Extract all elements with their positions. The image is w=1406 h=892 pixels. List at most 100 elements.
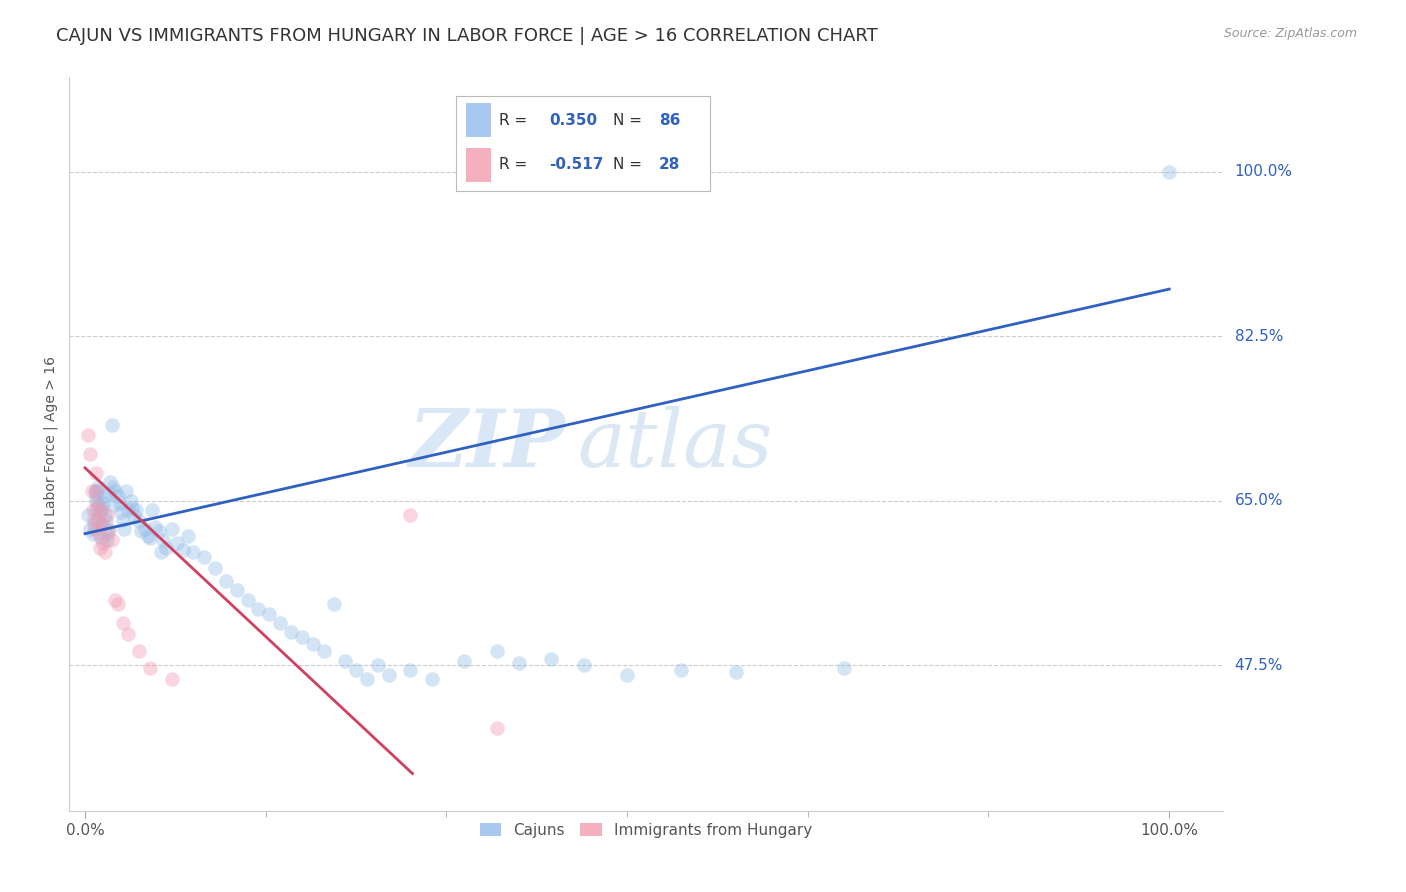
Point	[87, 526, 110, 541]
Point	[128, 644, 150, 658]
Point	[84, 489, 107, 503]
Point	[120, 493, 142, 508]
Point	[139, 661, 162, 675]
Point	[112, 522, 135, 536]
Point	[616, 667, 638, 681]
Point	[97, 524, 120, 538]
Point	[117, 503, 139, 517]
Point	[77, 508, 100, 522]
Point	[83, 517, 105, 532]
Point	[94, 515, 117, 529]
Point	[82, 526, 104, 541]
Point	[193, 550, 215, 565]
Point	[540, 652, 562, 666]
Point	[79, 522, 101, 536]
Point	[724, 665, 747, 679]
Point	[269, 615, 291, 630]
Point	[204, 561, 226, 575]
Point	[103, 480, 125, 494]
Point	[160, 522, 183, 536]
Point	[485, 644, 508, 658]
Point	[301, 637, 323, 651]
Point	[420, 673, 443, 687]
Point	[89, 541, 111, 555]
Point	[110, 505, 132, 519]
Point	[377, 667, 399, 681]
Point	[121, 501, 143, 516]
Point	[87, 512, 110, 526]
Text: Source: ZipAtlas.com: Source: ZipAtlas.com	[1223, 27, 1357, 40]
Text: atlas: atlas	[576, 406, 772, 483]
Point	[101, 533, 124, 548]
Point	[152, 533, 174, 548]
Point	[323, 597, 346, 611]
Point	[89, 505, 111, 519]
Point	[172, 542, 194, 557]
Point	[215, 574, 238, 588]
Point	[572, 658, 595, 673]
Point	[344, 663, 367, 677]
Point	[367, 658, 389, 673]
Point	[82, 503, 104, 517]
Point	[107, 597, 129, 611]
Text: 100.0%: 100.0%	[1234, 164, 1292, 179]
Point	[101, 418, 124, 433]
Text: ZIP: ZIP	[408, 406, 565, 483]
Point	[131, 524, 153, 538]
Point	[671, 663, 693, 677]
Point	[149, 545, 172, 559]
Point	[247, 602, 270, 616]
Point	[236, 592, 259, 607]
Point	[122, 508, 145, 522]
Text: 65.0%: 65.0%	[1234, 493, 1284, 508]
Point	[93, 495, 115, 509]
Point	[145, 520, 167, 534]
Point	[104, 592, 127, 607]
Point	[312, 644, 335, 658]
Point	[356, 673, 378, 687]
Point	[508, 656, 530, 670]
Point	[139, 532, 162, 546]
Point	[83, 512, 105, 526]
Y-axis label: In Labor Force | Age > 16: In Labor Force | Age > 16	[44, 356, 58, 533]
Point	[259, 607, 281, 621]
Point	[86, 499, 108, 513]
Point	[177, 529, 200, 543]
Point	[87, 499, 110, 513]
Point	[485, 722, 508, 736]
Point	[280, 625, 302, 640]
Point	[98, 475, 121, 489]
Point	[399, 508, 422, 522]
Point	[77, 428, 100, 442]
Point	[97, 522, 120, 536]
Point	[148, 524, 170, 538]
Text: CAJUN VS IMMIGRANTS FROM HUNGARY IN LABOR FORCE | AGE > 16 CORRELATION CHART: CAJUN VS IMMIGRANTS FROM HUNGARY IN LABO…	[56, 27, 877, 45]
Point	[83, 522, 105, 536]
Point	[134, 522, 156, 536]
Point	[128, 515, 150, 529]
Point	[117, 627, 139, 641]
Point	[1159, 164, 1181, 178]
Point	[91, 501, 114, 516]
Point	[90, 532, 112, 546]
Point	[93, 536, 115, 550]
Point	[399, 663, 422, 677]
Point	[225, 583, 247, 598]
Point	[155, 541, 177, 555]
Point	[166, 536, 188, 550]
Point	[87, 512, 110, 526]
Point	[136, 529, 159, 543]
Legend: Cajuns, Immigrants from Hungary: Cajuns, Immigrants from Hungary	[474, 817, 818, 844]
Point	[453, 654, 475, 668]
Point	[93, 489, 115, 503]
Point	[183, 545, 205, 559]
Point	[96, 508, 118, 522]
Point	[115, 484, 138, 499]
Point	[90, 503, 112, 517]
Point	[335, 654, 357, 668]
Point	[80, 484, 103, 499]
Point	[84, 466, 107, 480]
Point	[96, 533, 118, 548]
Point	[93, 508, 115, 522]
Point	[84, 484, 107, 499]
